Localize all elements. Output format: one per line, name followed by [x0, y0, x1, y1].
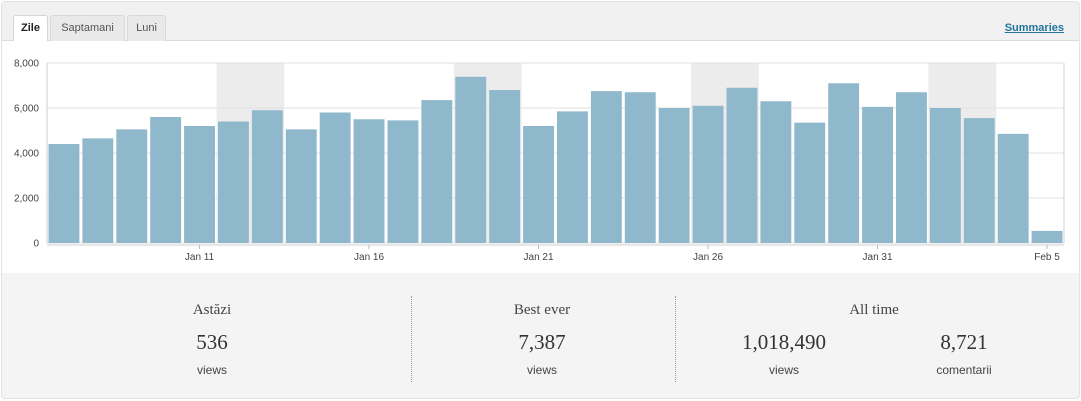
x-tick-label: Jan 31	[863, 252, 893, 263]
x-tick-label: Jan 26	[693, 252, 723, 263]
tab-luni[interactable]: Luni	[127, 15, 166, 41]
today-title: Astăzi	[192, 302, 232, 318]
all-time-comments-value: 8,721	[940, 330, 988, 354]
y-tick-label: 4,000	[14, 149, 39, 160]
bar	[1031, 230, 1063, 243]
all-time-views-unit: views	[768, 363, 799, 377]
all-time-comments-unit: comentarii	[936, 363, 992, 377]
bar	[319, 112, 351, 243]
x-tick-label: Jan 21	[524, 252, 554, 263]
stats-summary: Astăzi 536 views Best ever 7,387 views A…	[2, 292, 1079, 392]
x-tick-label: Feb 5	[1034, 252, 1060, 263]
bar	[184, 126, 215, 243]
y-tick-label: 8,000	[14, 59, 39, 70]
y-tick-label: 6,000	[14, 104, 39, 115]
x-tick-label: Jan 11	[185, 252, 215, 263]
divider	[411, 296, 412, 382]
views-bar-chart: 0 2,000 4,000 6,000 8,000 Jan 11 Jan 16 Jan 21…	[14, 59, 1065, 263]
divider	[675, 296, 676, 382]
best-title: Best ever	[513, 302, 571, 318]
bar	[692, 105, 724, 243]
bar	[794, 122, 826, 243]
bar	[251, 110, 283, 243]
bar	[48, 144, 80, 243]
bar	[489, 90, 521, 243]
today-unit: views	[196, 363, 227, 377]
bar	[116, 129, 148, 243]
best-value: 7,387	[518, 330, 566, 354]
bar	[963, 118, 995, 243]
bar	[353, 119, 385, 243]
bar	[658, 108, 690, 243]
tab-zile[interactable]: Zile	[13, 15, 48, 42]
bar	[557, 111, 588, 243]
summaries-link[interactable]: Summaries	[1004, 22, 1064, 34]
bar	[523, 126, 554, 243]
all-time-title: All time	[849, 302, 899, 318]
bar	[150, 117, 182, 243]
chart-area: 0 2,000 4,000 6,000 8,000 Jan 11 Jan 16 Jan 21…	[2, 41, 1079, 273]
bar	[285, 129, 317, 243]
bar	[726, 87, 758, 243]
today-value: 536	[196, 330, 228, 354]
bar	[828, 83, 860, 243]
tab-saptamani[interactable]: Saptamani	[50, 15, 125, 41]
bar	[997, 133, 1029, 243]
bar	[896, 92, 927, 243]
x-tick-label: Jan 16	[354, 252, 384, 263]
bar	[218, 121, 249, 243]
bar	[624, 92, 656, 243]
bar	[455, 76, 487, 243]
all-time-views-value: 1,018,490	[742, 330, 826, 354]
bar	[421, 100, 453, 243]
bar	[590, 91, 622, 243]
bar	[387, 120, 419, 243]
bar	[760, 101, 792, 243]
bar	[82, 138, 114, 243]
y-tick-label: 0	[33, 239, 39, 250]
bar	[929, 108, 961, 243]
best-unit: views	[526, 363, 557, 377]
bar	[862, 106, 893, 243]
tab-bar: Zile Saptamani Luni Summaries	[2, 2, 1079, 42]
y-tick-label: 2,000	[14, 194, 39, 205]
